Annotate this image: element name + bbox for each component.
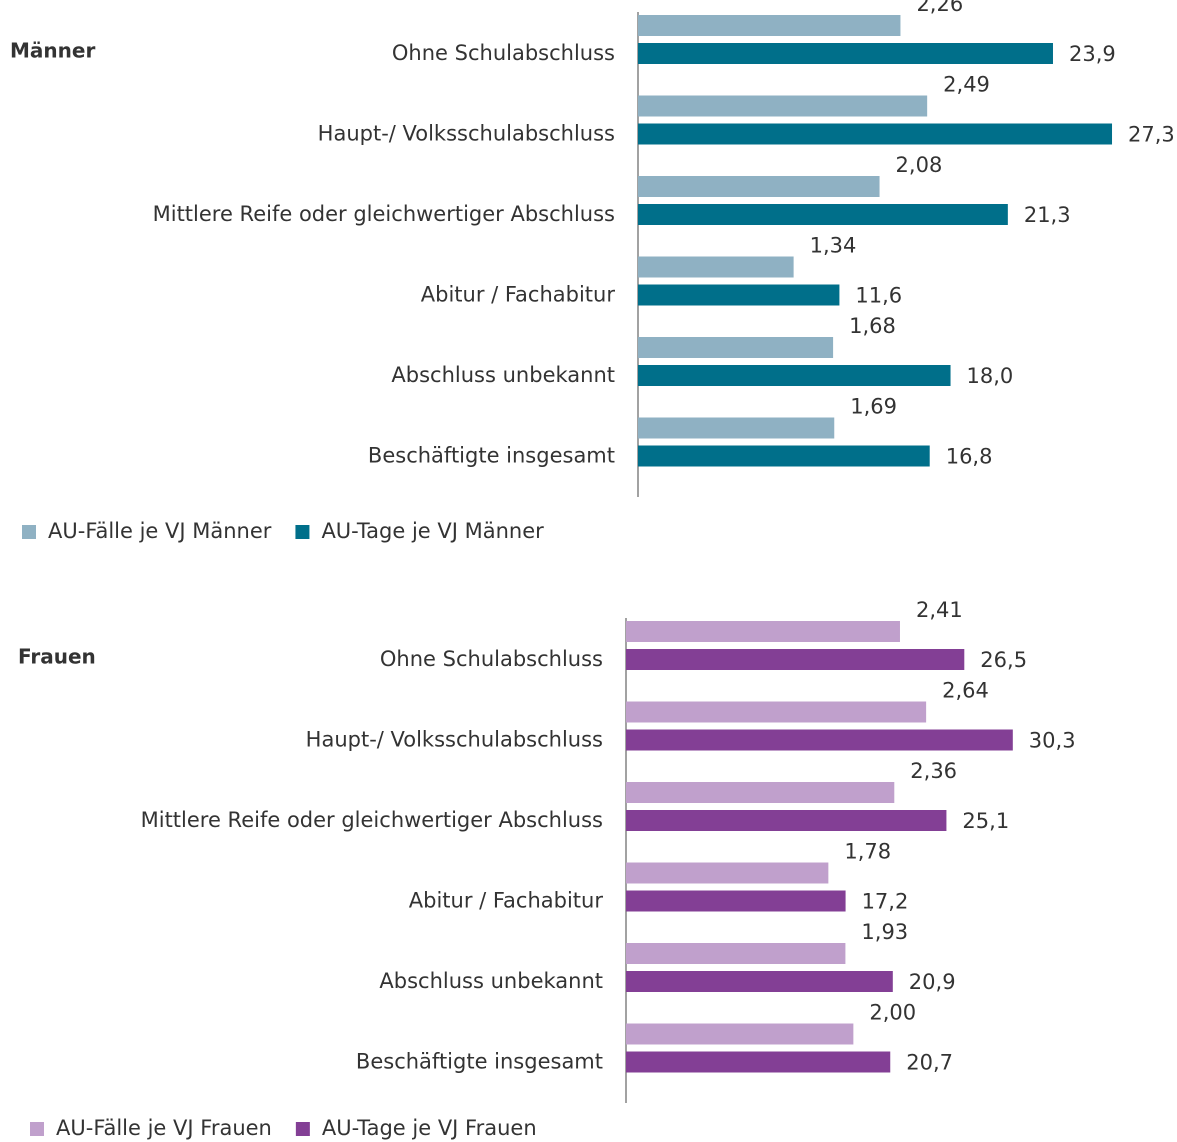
category-label: Abitur / Fachabitur [421,283,616,307]
value-label: 2,41 [916,598,963,622]
category-label: Ohne Schulabschluss [380,647,603,671]
category-label: Abitur / Fachabitur [409,889,604,913]
bar [638,15,901,36]
value-label: 20,9 [909,970,956,994]
bar [626,729,1013,751]
category-label: Abschluss unbekannt [379,969,603,993]
value-label: 20,7 [906,1051,953,1075]
legend-label: AU-Fälle je VJ Männer [48,519,272,543]
category-label: Ohne Schulabschluss [392,41,615,65]
chart-title: Frauen [18,645,96,669]
bar [638,284,840,306]
bar [626,621,900,642]
bar [638,176,880,197]
category-label: Beschäftigte insgesamt [368,444,615,468]
bar [626,890,846,912]
value-label: 26,5 [980,648,1027,672]
value-label: 30,3 [1029,729,1076,753]
value-label: 2,26 [916,0,963,16]
legend-swatch [295,1122,310,1136]
bar [626,1051,891,1073]
value-label: 25,1 [962,809,1009,833]
bar [638,337,834,358]
legend-swatch [295,525,310,539]
value-label: 1,69 [850,395,897,419]
legend-swatch [30,1122,44,1136]
value-label: 1,68 [849,314,896,338]
bar [638,43,1053,64]
category-label: Haupt-/ Volksschulabschluss [318,122,615,146]
value-label: 16,8 [946,445,993,469]
value-label: 21,3 [1024,203,1071,227]
bar [626,810,947,831]
legend-swatch [22,525,36,539]
category-label: Beschäftigte insgesamt [356,1050,603,1074]
value-label: 2,00 [869,1001,916,1025]
value-label: 11,6 [855,284,902,308]
category-label: Mittlere Reife oder gleichwertiger Absch… [141,808,603,832]
bar [626,971,893,992]
value-label: 23,9 [1069,42,1116,66]
bar [638,95,928,117]
value-label: 1,34 [810,234,857,258]
value-label: 17,2 [862,890,909,914]
chart-title: Männer [10,39,95,63]
legend-label: AU-Tage je VJ Frauen [322,1116,537,1140]
value-label: 2,36 [910,759,957,783]
legend-label: AU-Tage je VJ Männer [321,519,544,543]
category-label: Haupt-/ Volksschulabschluss [306,728,603,752]
bar [638,365,951,386]
bar [638,417,835,439]
value-label: 27,3 [1128,123,1175,147]
bar [626,782,895,803]
bar [626,862,829,884]
category-label: Abschluss unbekannt [391,363,615,387]
legend-label: AU-Fälle je VJ Frauen [56,1116,272,1140]
bar [638,123,1113,145]
value-label: 18,0 [967,364,1014,388]
bar [626,701,927,723]
value-label: 2,64 [942,679,989,703]
value-label: 1,78 [844,840,891,864]
value-label: 2,08 [896,153,943,177]
value-label: 2,49 [943,73,990,97]
bar [638,445,930,467]
bar [626,649,965,670]
bar [626,1023,854,1045]
category-label: Mittlere Reife oder gleichwertiger Absch… [153,202,615,226]
bar [626,943,846,964]
value-label: 1,93 [861,920,908,944]
bar [638,204,1008,225]
bar [638,256,794,278]
